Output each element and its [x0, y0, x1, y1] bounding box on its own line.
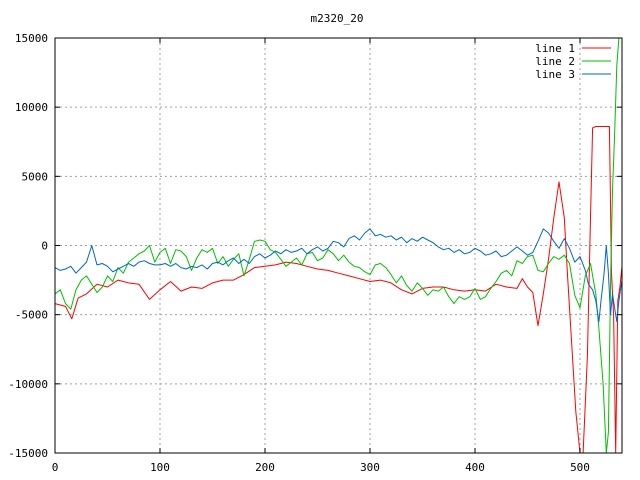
x-tick-label: 100 [150, 461, 170, 474]
y-tick-label: 0 [41, 240, 48, 253]
x-tick-label: 500 [570, 461, 590, 474]
x-tick-label: 200 [255, 461, 275, 474]
grid [55, 38, 622, 453]
series-line-1 [54, 126, 623, 454]
chart-title: m2320_20 [311, 12, 364, 25]
series-line-2 [54, 37, 620, 454]
series-line-3 [54, 228, 623, 323]
legend-label: line 1 [535, 42, 575, 55]
y-tick-label: 5000 [22, 170, 49, 183]
legend-label: line 3 [535, 68, 575, 81]
x-tick-label: 0 [52, 461, 59, 474]
axis-ticks: 0 100 200 300 400 500 -15000 -10000 -5000 0 5000 10… [8, 32, 622, 474]
y-tick-label: -5000 [15, 309, 48, 322]
y-tick-label: -10000 [8, 378, 48, 391]
legend-label: line 2 [535, 55, 575, 68]
series-group [54, 37, 623, 454]
y-tick-label: 10000 [15, 101, 48, 114]
x-tick-label: 300 [360, 461, 380, 474]
y-tick-label: -15000 [8, 447, 48, 460]
x-tick-label: 400 [465, 461, 485, 474]
y-tick-label: 15000 [15, 32, 48, 45]
